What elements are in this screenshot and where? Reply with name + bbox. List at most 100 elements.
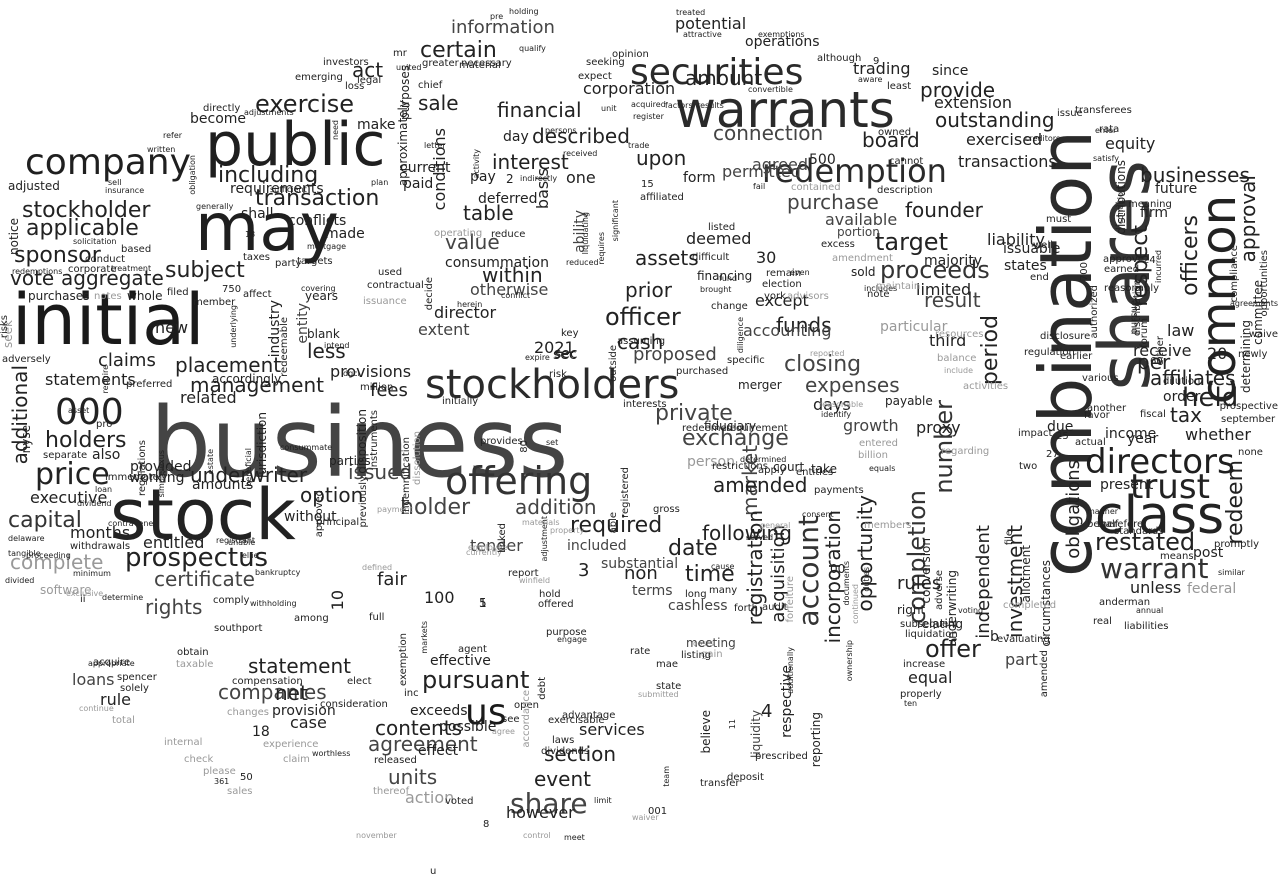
cloud-word: terms bbox=[632, 583, 673, 599]
cloud-word: amended bbox=[713, 473, 808, 497]
cloud-word: directors bbox=[1085, 442, 1235, 482]
cloud-word: transaction bbox=[255, 186, 380, 211]
cloud-word: financial bbox=[497, 98, 582, 122]
cloud-word: make bbox=[357, 117, 396, 133]
cloud-word: targets bbox=[297, 256, 333, 267]
cloud-word: waiver bbox=[632, 813, 659, 822]
cloud-word: materials bbox=[522, 518, 560, 527]
cloud-word: order bbox=[1163, 389, 1201, 405]
cloud-word: acquire bbox=[93, 657, 131, 668]
cloud-word: favor bbox=[1084, 410, 1110, 421]
cloud-word: enter bbox=[1095, 126, 1117, 135]
cloud-word: extension bbox=[934, 93, 1012, 112]
cloud-word: fiduciary bbox=[704, 419, 757, 433]
cloud-word: law bbox=[1167, 321, 1195, 340]
cloud-word: nyse bbox=[19, 425, 33, 454]
cloud-word: event bbox=[534, 767, 591, 791]
cloud-word: substantial bbox=[601, 556, 679, 572]
cloud-word: independent bbox=[973, 525, 994, 639]
cloud-word: obtain bbox=[177, 647, 209, 658]
cloud-word: holders bbox=[45, 428, 127, 453]
cloud-word: third bbox=[929, 331, 967, 350]
cloud-word: necessary bbox=[461, 58, 512, 69]
cloud-word: software bbox=[40, 583, 92, 597]
cloud-word: voting bbox=[958, 606, 984, 615]
cloud-word: long bbox=[685, 589, 707, 600]
cloud-word: rules bbox=[897, 573, 942, 594]
cloud-word: public bbox=[205, 110, 386, 180]
cloud-word: including bbox=[218, 163, 319, 188]
cloud-word: costs bbox=[693, 639, 714, 648]
cloud-word: fair bbox=[377, 569, 407, 590]
cloud-word: exceeds bbox=[410, 703, 468, 719]
cloud-word: vote bbox=[10, 266, 55, 290]
cloud-word: asset bbox=[68, 406, 90, 415]
cloud-word: 2021 bbox=[534, 338, 575, 357]
cloud-word: adjustments bbox=[244, 108, 294, 117]
cloud-word: initially bbox=[442, 396, 479, 407]
cloud-word: limit bbox=[594, 796, 612, 805]
cloud-word: proposed bbox=[633, 344, 717, 365]
cloud-word: inc bbox=[404, 688, 419, 699]
cloud-word: fund bbox=[719, 274, 738, 283]
cloud-word: adjusted bbox=[8, 179, 60, 193]
cloud-word: warrant bbox=[1100, 552, 1209, 585]
cloud-word: activity bbox=[472, 149, 481, 179]
cloud-word: made bbox=[325, 226, 365, 242]
cloud-word: taxable bbox=[176, 659, 214, 670]
cloud-word: tender bbox=[470, 536, 523, 555]
cloud-word: 60 bbox=[1150, 356, 1163, 367]
cloud-word: register bbox=[633, 112, 664, 121]
cloud-word: information bbox=[451, 17, 555, 38]
cloud-word: redemption bbox=[762, 152, 947, 190]
cloud-word: offering bbox=[445, 459, 593, 503]
cloud-word: account bbox=[792, 515, 825, 627]
cloud-word: 3 bbox=[578, 560, 590, 581]
cloud-word: 2 bbox=[506, 172, 514, 186]
cloud-word: conduct bbox=[85, 254, 126, 265]
cloud-word: working bbox=[129, 470, 185, 486]
cloud-word: meeting bbox=[686, 636, 736, 650]
cloud-word: well bbox=[1033, 240, 1053, 251]
cloud-word: team bbox=[662, 766, 671, 787]
cloud-word: regulation bbox=[1024, 347, 1075, 358]
cloud-word: rate bbox=[630, 646, 651, 657]
cloud-word: table bbox=[463, 201, 514, 225]
cloud-word: satisfy bbox=[1093, 154, 1120, 163]
cloud-word: stockholder bbox=[22, 198, 151, 223]
cloud-word: excess bbox=[821, 239, 855, 250]
cloud-word: months bbox=[70, 523, 131, 542]
cloud-word: diligence bbox=[736, 317, 745, 354]
cloud-word: value bbox=[445, 230, 500, 254]
cloud-word: consideration bbox=[320, 699, 388, 710]
cloud-word: difficult bbox=[692, 252, 730, 263]
cloud-word: similar bbox=[1218, 568, 1245, 577]
cloud-word: blank bbox=[307, 327, 340, 341]
cloud-word: check bbox=[184, 754, 214, 765]
cloud-word: board bbox=[862, 128, 920, 152]
cloud-word: plan bbox=[371, 178, 389, 187]
cloud-word: addition bbox=[515, 495, 597, 519]
cloud-word: affect bbox=[243, 289, 272, 300]
cloud-word: taxes bbox=[243, 252, 271, 263]
cloud-word: liquidating bbox=[581, 212, 590, 255]
cloud-word: court bbox=[773, 460, 805, 474]
cloud-word: compliance bbox=[1229, 245, 1240, 303]
cloud-word: interest bbox=[492, 150, 569, 174]
cloud-word: prescribed bbox=[755, 751, 808, 762]
cloud-word: sec bbox=[553, 347, 577, 363]
cloud-word: ii bbox=[80, 594, 86, 605]
cloud-word: based bbox=[121, 244, 152, 255]
cloud-word: served bbox=[746, 533, 774, 542]
cloud-word: sale bbox=[418, 91, 459, 115]
cloud-word: redemptions bbox=[12, 267, 63, 276]
cloud-word: election bbox=[762, 279, 802, 290]
cloud-word: assets bbox=[635, 246, 699, 270]
cloud-word: contravene bbox=[108, 519, 154, 528]
cloud-word: provide bbox=[920, 78, 996, 102]
cloud-word: 4 bbox=[761, 701, 773, 722]
cloud-word: 18 bbox=[252, 724, 270, 740]
cloud-word: approve bbox=[1103, 254, 1144, 265]
cloud-word: act bbox=[352, 58, 384, 82]
cloud-word: forfeiture bbox=[785, 576, 796, 623]
